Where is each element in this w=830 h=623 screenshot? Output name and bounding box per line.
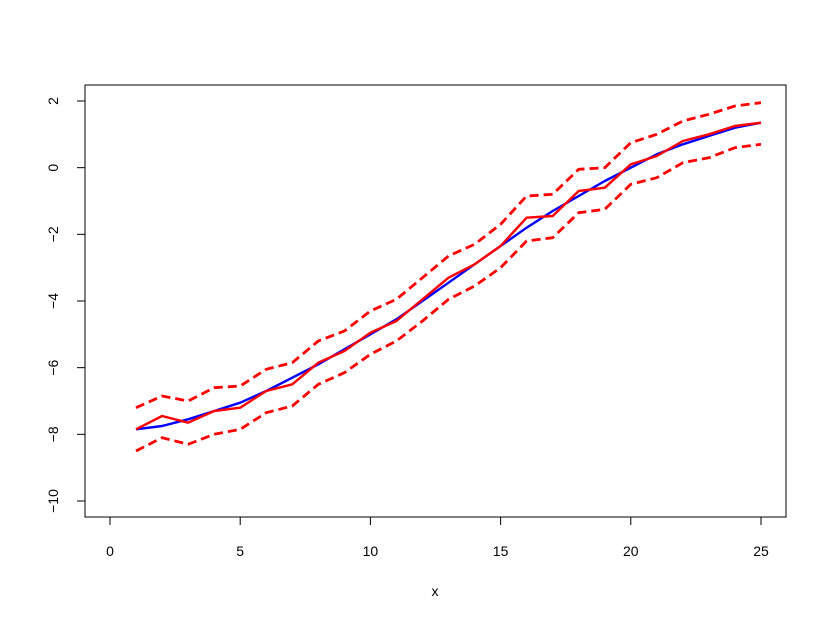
y-tick-label: −10 xyxy=(45,489,61,513)
axes: 0 5 10 15 20 25 −10 −8 −6 −4 −2 0 2 xyxy=(45,97,769,559)
x-tick-label: 20 xyxy=(623,543,639,559)
y-tick-label: 0 xyxy=(45,164,61,172)
y-tick-label: −2 xyxy=(45,226,61,242)
series-line-1 xyxy=(135,121,762,431)
series-line-4 xyxy=(135,142,762,453)
series-lines xyxy=(135,101,762,453)
y-tick-label: 2 xyxy=(45,97,61,105)
x-tick-label: 25 xyxy=(753,543,769,559)
plot-frame xyxy=(84,84,787,518)
x-tick-label: 15 xyxy=(493,543,509,559)
series-line-2 xyxy=(135,121,762,431)
x-tick-label: 10 xyxy=(363,543,379,559)
x-tick-label: 5 xyxy=(236,543,244,559)
y-tick-label: −6 xyxy=(45,359,61,375)
y-tick-label: −8 xyxy=(45,426,61,442)
x-axis-label: x xyxy=(432,583,439,599)
y-tick-label: −4 xyxy=(45,293,61,309)
x-tick-label: 0 xyxy=(106,543,114,559)
series-line-3 xyxy=(135,101,762,409)
